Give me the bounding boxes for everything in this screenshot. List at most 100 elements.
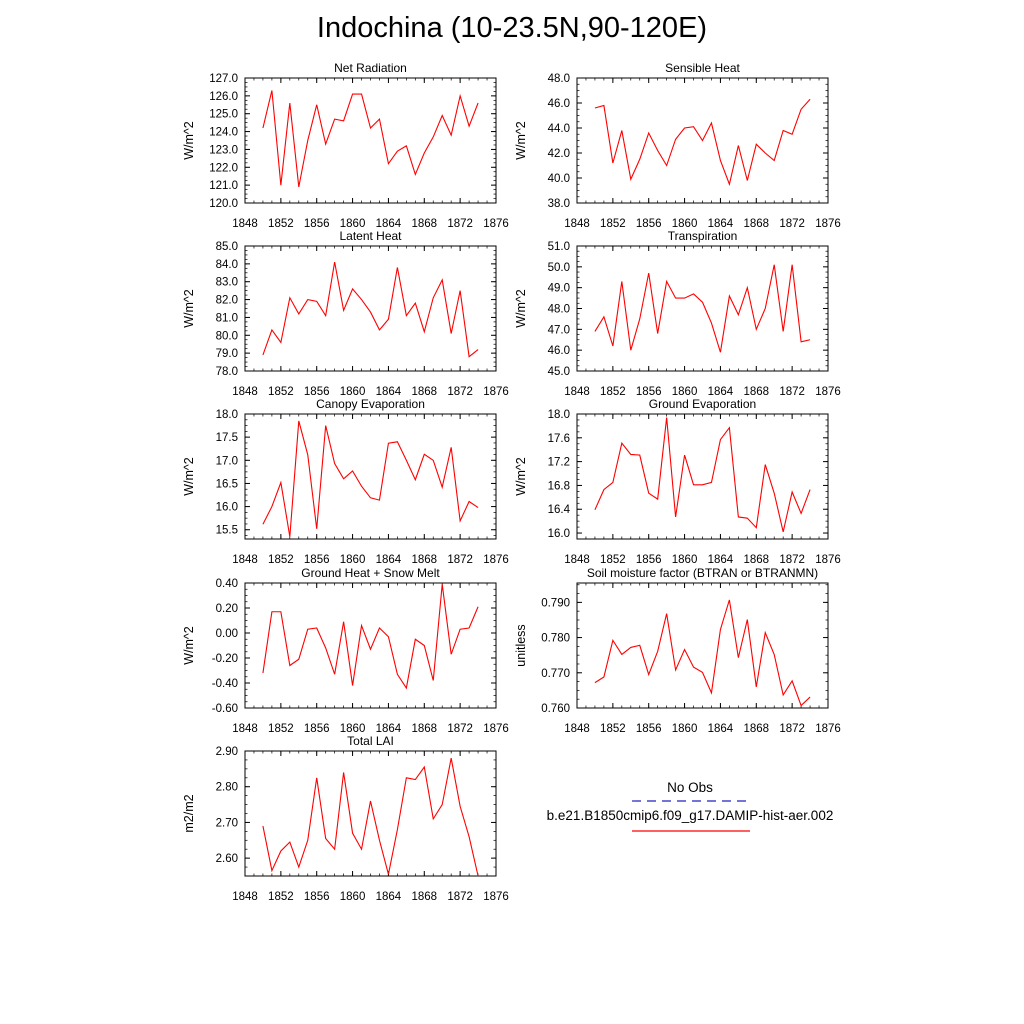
y-tick-label: 0.760 [541, 703, 570, 715]
x-tick-label: 1864 [708, 386, 734, 398]
y-tick-label: 123.0 [209, 144, 238, 156]
x-tick-label: 1868 [743, 218, 769, 230]
x-tick-label: 1860 [672, 554, 698, 566]
x-tick-label: 1860 [340, 386, 366, 398]
y-tick-label: 84.0 [216, 259, 238, 271]
y-tick-label: 17.0 [216, 455, 238, 467]
x-tick-label: 1864 [376, 386, 402, 398]
y-tick-label: 0.20 [216, 603, 238, 615]
x-tick-label: 1876 [815, 386, 841, 398]
x-tick-label: 1856 [304, 891, 330, 903]
series-line [594, 417, 811, 532]
x-tick-label: 1852 [600, 723, 626, 735]
x-tick-label: 1868 [743, 554, 769, 566]
y-tick-label: 44.0 [548, 123, 570, 135]
chart-title: Ground Heat + Snow Melt [301, 566, 440, 580]
x-tick-label: 1868 [411, 554, 437, 566]
x-tick-label: 1864 [376, 723, 402, 735]
y-axis-label: W/m^2 [182, 121, 196, 160]
x-tick-label: 1848 [232, 554, 258, 566]
x-tick-label: 1860 [340, 554, 366, 566]
x-tick-label: 1852 [268, 386, 294, 398]
y-tick-label: 38.0 [548, 198, 570, 210]
chart-panel: 1848 1852 1856 1860 1864 1868 1872 1876 38.0 40.0… [514, 61, 841, 230]
plot-frame [244, 413, 497, 540]
y-axis-label: W/m^2 [182, 289, 196, 328]
x-tick-label: 1860 [340, 723, 366, 735]
y-tick-label: 2.80 [216, 782, 238, 794]
page-title: Indochina (10-23.5N,90-120E) [316, 12, 708, 44]
chart-title: Latent Heat [339, 229, 402, 243]
x-tick-label: 1872 [447, 554, 473, 566]
y-tick-label: 17.6 [548, 433, 570, 445]
y-tick-label: 127.0 [209, 73, 238, 85]
y-axis-label: W/m^2 [182, 626, 196, 665]
plot-frame [244, 77, 497, 204]
x-tick-label: 1872 [779, 723, 805, 735]
series-line [594, 264, 811, 353]
x-tick-label: 1876 [815, 554, 841, 566]
y-axis-label: unitless [514, 624, 528, 666]
x-tick-label: 1856 [304, 723, 330, 735]
x-tick-label: 1848 [232, 723, 258, 735]
y-tick-label: 2.60 [216, 853, 238, 865]
chart-panel: 1848 1852 1856 1860 1864 1868 1872 1876 45.0 46.0… [514, 229, 841, 398]
x-tick-label: 1856 [636, 723, 662, 735]
x-tick-label: 1848 [564, 386, 590, 398]
x-tick-label: 1860 [340, 218, 366, 230]
x-tick-label: 1868 [411, 386, 437, 398]
y-tick-label: 82.0 [216, 295, 238, 307]
chart-title: Ground Evaporation [649, 397, 756, 411]
chart-panel: 1848 1852 1856 1860 1864 1868 1872 1876 15.5 16.0… [182, 397, 509, 566]
x-tick-label: 1876 [483, 891, 509, 903]
x-tick-label: 1852 [268, 891, 294, 903]
plot-frame [244, 750, 497, 877]
x-tick-label: 1860 [340, 891, 366, 903]
y-tick-label: 42.0 [548, 148, 570, 160]
x-tick-label: 1868 [411, 723, 437, 735]
y-tick-label: 51.0 [548, 241, 570, 253]
x-tick-label: 1864 [376, 891, 402, 903]
y-tick-label: 79.0 [216, 348, 238, 360]
x-tick-label: 1848 [564, 723, 590, 735]
x-tick-label: 1868 [743, 723, 769, 735]
y-tick-label: 45.0 [548, 366, 570, 378]
y-axis-label: W/m^2 [514, 457, 528, 496]
x-tick-label: 1856 [304, 554, 330, 566]
x-tick-label: 1864 [708, 554, 734, 566]
x-tick-label: 1860 [672, 218, 698, 230]
series-line [262, 261, 479, 358]
x-tick-label: 1856 [304, 386, 330, 398]
x-tick-label: 1852 [600, 554, 626, 566]
x-tick-label: 1848 [232, 386, 258, 398]
chart-title: Net Radiation [334, 61, 407, 75]
y-tick-label: 46.0 [548, 345, 570, 357]
y-tick-label: 81.0 [216, 312, 238, 324]
x-tick-label: 1868 [411, 218, 437, 230]
y-tick-label: 48.0 [548, 304, 570, 316]
chart-title: Transpiration [668, 229, 738, 243]
plot-frame [576, 582, 829, 709]
y-tick-label: 120.0 [209, 198, 238, 210]
x-tick-label: 1872 [447, 891, 473, 903]
y-tick-label: -0.40 [212, 678, 238, 690]
series-line [262, 758, 479, 877]
x-tick-label: 1872 [779, 218, 805, 230]
y-tick-label: 80.0 [216, 330, 238, 342]
x-tick-label: 1852 [600, 386, 626, 398]
series-line [262, 420, 479, 537]
x-tick-label: 1876 [815, 723, 841, 735]
x-tick-label: 1852 [600, 218, 626, 230]
x-tick-label: 1864 [708, 723, 734, 735]
chart-panel: 1848 1852 1856 1860 1864 1868 1872 1876 -0.60 -0.… [182, 566, 509, 735]
series-line [594, 98, 811, 187]
legend: No Obs b.e21.B1850cmip6.f09_g17.DAMIP-his… [547, 780, 833, 832]
x-tick-label: 1860 [672, 386, 698, 398]
x-tick-label: 1872 [779, 554, 805, 566]
y-tick-label: 16.0 [548, 528, 570, 540]
y-tick-label: 85.0 [216, 241, 238, 253]
y-tick-label: -0.60 [212, 703, 238, 715]
y-tick-label: 18.0 [216, 409, 238, 421]
x-tick-label: 1872 [779, 386, 805, 398]
x-tick-label: 1864 [376, 554, 402, 566]
